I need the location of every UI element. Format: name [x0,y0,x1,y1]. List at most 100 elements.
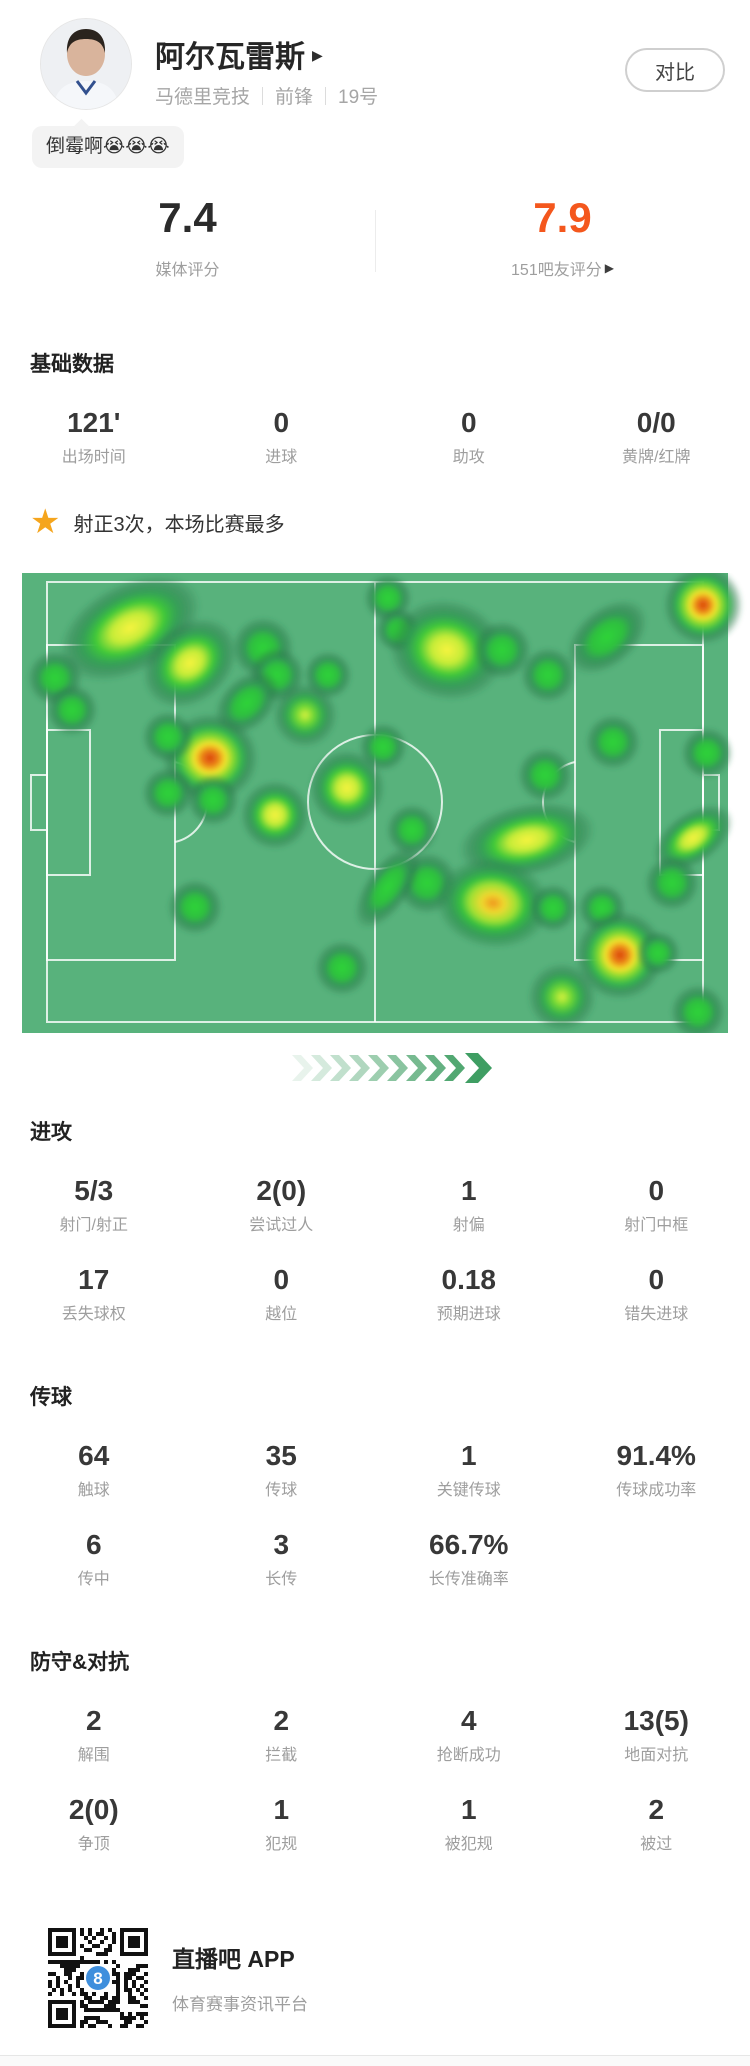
stat-cell: 6 传中 [0,1528,188,1591]
media-rating: 7.4 媒体评分 [0,196,375,280]
player-name-row[interactable]: 阿尔瓦雷斯 ▶ [155,32,323,76]
fans-rating-link[interactable]: 151吧友评分 ▶ [375,256,750,280]
stat-value: 2 [648,1794,665,1825]
stat-cell: 0/0 黄牌/红牌 [563,406,750,469]
stat-cell: 1 被犯规 [375,1793,563,1856]
heat-blob [385,803,439,857]
heat-blob [520,647,576,703]
section-title: 防守&对抗 [30,1651,130,1674]
stat-label: 传中 [77,1571,110,1588]
stat-value: 2(0) [256,1175,307,1206]
stat-row: 17 丢失球权 0 越位 0.18 预期进球 0 错失进球 [0,1263,750,1326]
stat-cell: 66.7% 长传准确率 [375,1528,563,1591]
stat-value: 1 [460,1175,477,1206]
heat-blob [652,804,734,872]
chevron-icon [387,1055,408,1081]
stat-row: 5/3 射门/射正 2(0) 尝试过人 1 射偏 0 射门中框 [0,1174,750,1237]
stat-label: 传球成功率 [616,1482,697,1499]
stat-value: 0 [273,1264,290,1295]
chevron-icon [444,1055,465,1081]
stat-value: 0 [648,1175,665,1206]
heat-blob [186,773,240,827]
stat-label: 进球 [265,449,298,466]
chevron-icon [292,1055,313,1081]
section-title: 基础数据 [30,353,114,376]
chevron-icon [330,1055,351,1081]
stat-label: 错失进球 [624,1306,689,1323]
stat-value: 0 [460,407,477,438]
stat-value: 1 [460,1794,477,1825]
stat-label: 争顶 [77,1836,110,1853]
heat-blob [574,909,666,1001]
stat-label: 被过 [640,1836,673,1853]
divider [375,210,376,272]
stat-value: 2(0) [68,1794,119,1825]
app-name: 直播吧 APP [172,1946,295,1972]
stat-label: 尝试过人 [249,1217,314,1234]
stat-value: 2 [85,1705,102,1736]
chevron-icon [349,1055,370,1081]
heat-blob [45,683,99,737]
stat-cell: 3 长传 [188,1528,376,1591]
heat-blob [662,573,744,646]
stat-cell: 2(0) 尝试过人 [188,1174,376,1237]
stat-value: 6 [85,1529,102,1560]
stat-cell: 0 错失进球 [563,1263,750,1326]
player-meta: 马德里竞技 前锋 19号 [155,82,378,109]
fans-rating: 7.9 151吧友评分 ▶ [375,196,750,280]
media-rating-value: 7.4 [158,194,217,241]
heat-blob [670,984,726,1033]
stats-section: 基础数据 121' 出场时间 0 进球 0 助攻 0/0 黄牌/红牌 [0,350,750,469]
stat-cell: 17 丢失球权 [0,1263,188,1326]
stat-label: 解围 [77,1747,110,1764]
section-title: 传球 [30,1386,72,1409]
divider [262,86,264,105]
stat-label: 长传准确率 [428,1571,509,1588]
stat-label: 出场时间 [61,449,126,466]
chevrons-icon [292,1053,492,1083]
ratings-block: 7.4 媒体评分 7.9 151吧友评分 ▶ [0,196,750,280]
chevron-right-icon: ▶ [604,261,614,275]
heat-blob [354,844,422,930]
stat-cell: 1 射偏 [375,1174,563,1237]
compare-button[interactable]: 对比 [625,48,725,92]
qr-code: 8 [48,1928,148,2028]
media-rating-label: 媒体评分 [155,262,220,279]
stat-row: 64 触球 35 传球 1 关键传球 91.4% 传球成功率 [0,1439,750,1502]
stat-row: 2(0) 争顶 1 犯规 1 被犯规 2 被过 [0,1793,750,1856]
stat-cell: 2 被过 [563,1793,750,1856]
heat-blob [680,726,734,780]
fan-comment-badge[interactable]: 倒霉啊😭😭😭 [32,126,184,168]
stat-cell: 0 助攻 [375,406,563,469]
stat-cell: 0 射门中框 [563,1174,750,1237]
team-name: 马德里竞技 [155,87,251,108]
stat-value: 64 [78,1440,110,1471]
stat-cell: 1 犯规 [188,1793,376,1856]
stat-value: 2 [273,1705,290,1736]
divider [325,86,327,105]
stat-label: 射门/射正 [59,1217,128,1234]
stat-value: 0.18 [441,1264,497,1295]
stat-label: 长传 [265,1571,298,1588]
heat-blob [303,650,353,700]
heat-blob [472,620,532,680]
stat-value: 3 [273,1529,290,1560]
heat-blob [314,940,370,996]
section-title: 进攻 [30,1121,72,1144]
shirt-number: 19号 [338,87,379,108]
heat-blob [528,883,578,933]
stat-label: 射门中框 [624,1217,689,1234]
highlight-text: 射正3次，本场比赛最多 [73,513,285,536]
chevron-icon [465,1053,492,1083]
player-avatar[interactable] [40,18,132,110]
heat-blob [141,766,195,820]
heat-blob [635,930,681,976]
stat-cell: 1 关键传球 [375,1439,563,1502]
stat-cell: 91.4% 传球成功率 [563,1439,750,1502]
stat-label: 犯规 [265,1836,298,1853]
stat-value: 35 [265,1440,297,1471]
stat-row: 121' 出场时间 0 进球 0 助攻 0/0 黄牌/红牌 [0,406,750,469]
stat-cell: 121' 出场时间 [0,406,188,469]
touch-heatmap [22,573,744,1033]
stats-section: 防守&对抗 2 解围 2 拦截 4 抢断成功 13(5) 地面对抗 2(0) 争顶 1 犯规 1 被犯规 2 被… [0,1648,750,1856]
